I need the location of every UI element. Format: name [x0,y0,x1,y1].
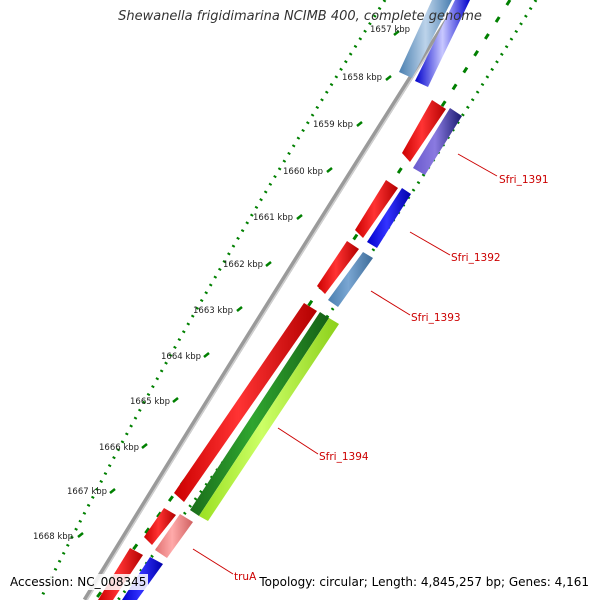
gene-feature-red-2 [355,180,398,238]
gene-label-leaders [192,153,498,575]
tick-label: 1663 kbp [193,306,233,316]
gc-content-track [93,0,512,600]
gene-label[interactable]: truA [234,571,257,583]
gene-labels: Sfri_1391 Sfri_1392 Sfri_1393 Sfri_1394 … [234,174,549,583]
tick-label: 1659 kbp [313,120,353,130]
gc-skew-track-outer [116,0,538,600]
gene-label[interactable]: Sfri_1391 [499,174,549,186]
tick-label: 1666 kbp [99,443,139,453]
gene-feature-top-steel [399,0,452,78]
gene-feature-red-1 [402,100,446,162]
tick-label: 1667 kbp [67,487,107,497]
gene-feature-sfri1394-green [190,312,329,516]
tick-label: 1657 kbp [370,25,410,35]
tick-label: 1665 kbp [130,397,170,407]
tick-labels: 1657 kbp 1658 kbp 1659 kbp 1660 kbp 1661… [33,25,410,542]
tick-label: 1660 kbp [283,167,323,177]
gene-label[interactable]: Sfri_1392 [451,252,501,264]
tick-label: 1661 kbp [253,213,293,223]
gene-label[interactable]: Sfri_1393 [411,312,461,324]
cog-features [122,0,470,600]
gene-feature-red-3 [317,241,359,294]
tick-label: 1662 kbp [223,260,263,270]
map-title: Shewanella frigidimarina NCIMB 400, comp… [118,9,482,24]
tick-marks [77,30,400,538]
gene-feature-trua-cog [155,514,193,558]
tick-label: 1658 kbp [342,73,382,83]
genome-stats-label: Topology: circular; Length: 4,845,257 bp… [257,574,591,590]
accession-label: Accession: NC_008345 [8,574,149,590]
gene-feature-red-4 [174,303,317,502]
gene-feature-sfri1394-lime [199,318,339,521]
gene-label[interactable]: Sfri_1394 [319,451,369,463]
gene-feature-sfri1391-cog [413,108,462,175]
tick-label: 1668 kbp [33,532,73,542]
forward-strand-features [98,100,446,600]
gene-feature-top-blue [415,0,470,87]
gene-feature-red-5 [144,508,176,545]
backbone [82,0,463,600]
tick-label: 1664 kbp [161,352,201,362]
gene-feature-sfri1392-cog [367,188,411,248]
gene-feature-sfri1393-cog [328,252,373,307]
